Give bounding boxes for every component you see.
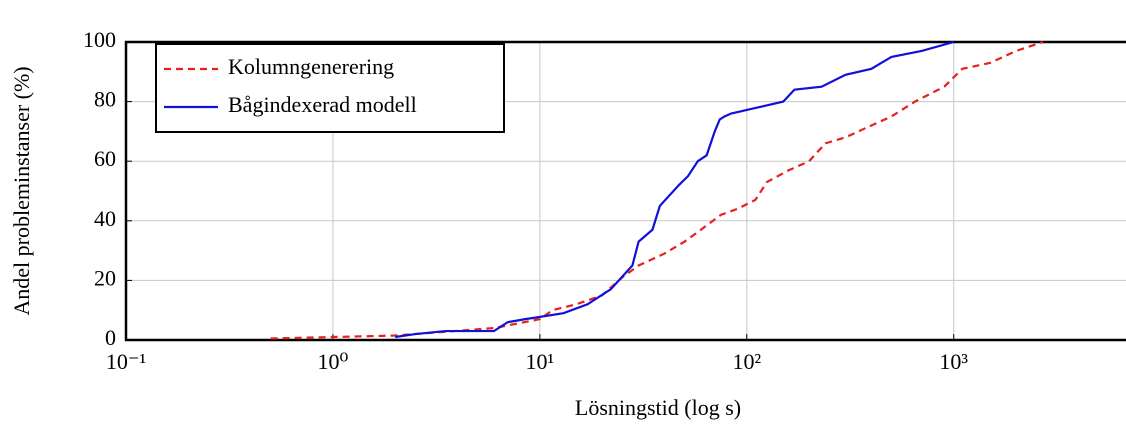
y-tick-label: 100 (83, 27, 116, 52)
x-tick-label: 10³ (939, 349, 968, 374)
legend-box (155, 43, 505, 133)
y-tick-label: 60 (94, 146, 116, 171)
legend-label: Bågindexerad modell (228, 92, 417, 117)
x-tick-label: 10² (732, 349, 761, 374)
series-line (395, 40, 955, 339)
y-tick-label: 20 (94, 265, 116, 290)
x-axis-label: Lösningstid (log s) (575, 395, 741, 420)
x-tick-label: 10⁻¹ (106, 349, 146, 374)
x-tick-label: 10⁰ (318, 349, 349, 374)
x-tick-label: 10¹ (526, 349, 555, 374)
y-tick-label: 80 (94, 87, 116, 112)
series-line (270, 40, 1044, 340)
y-tick-label: 0 (105, 325, 116, 350)
legend-label: Kolumngenerering (228, 54, 394, 79)
y-tick-label: 40 (94, 206, 116, 231)
y-axis-label: Andel probleminstanser (%) (9, 66, 34, 315)
axis-frame (124, 40, 1126, 342)
